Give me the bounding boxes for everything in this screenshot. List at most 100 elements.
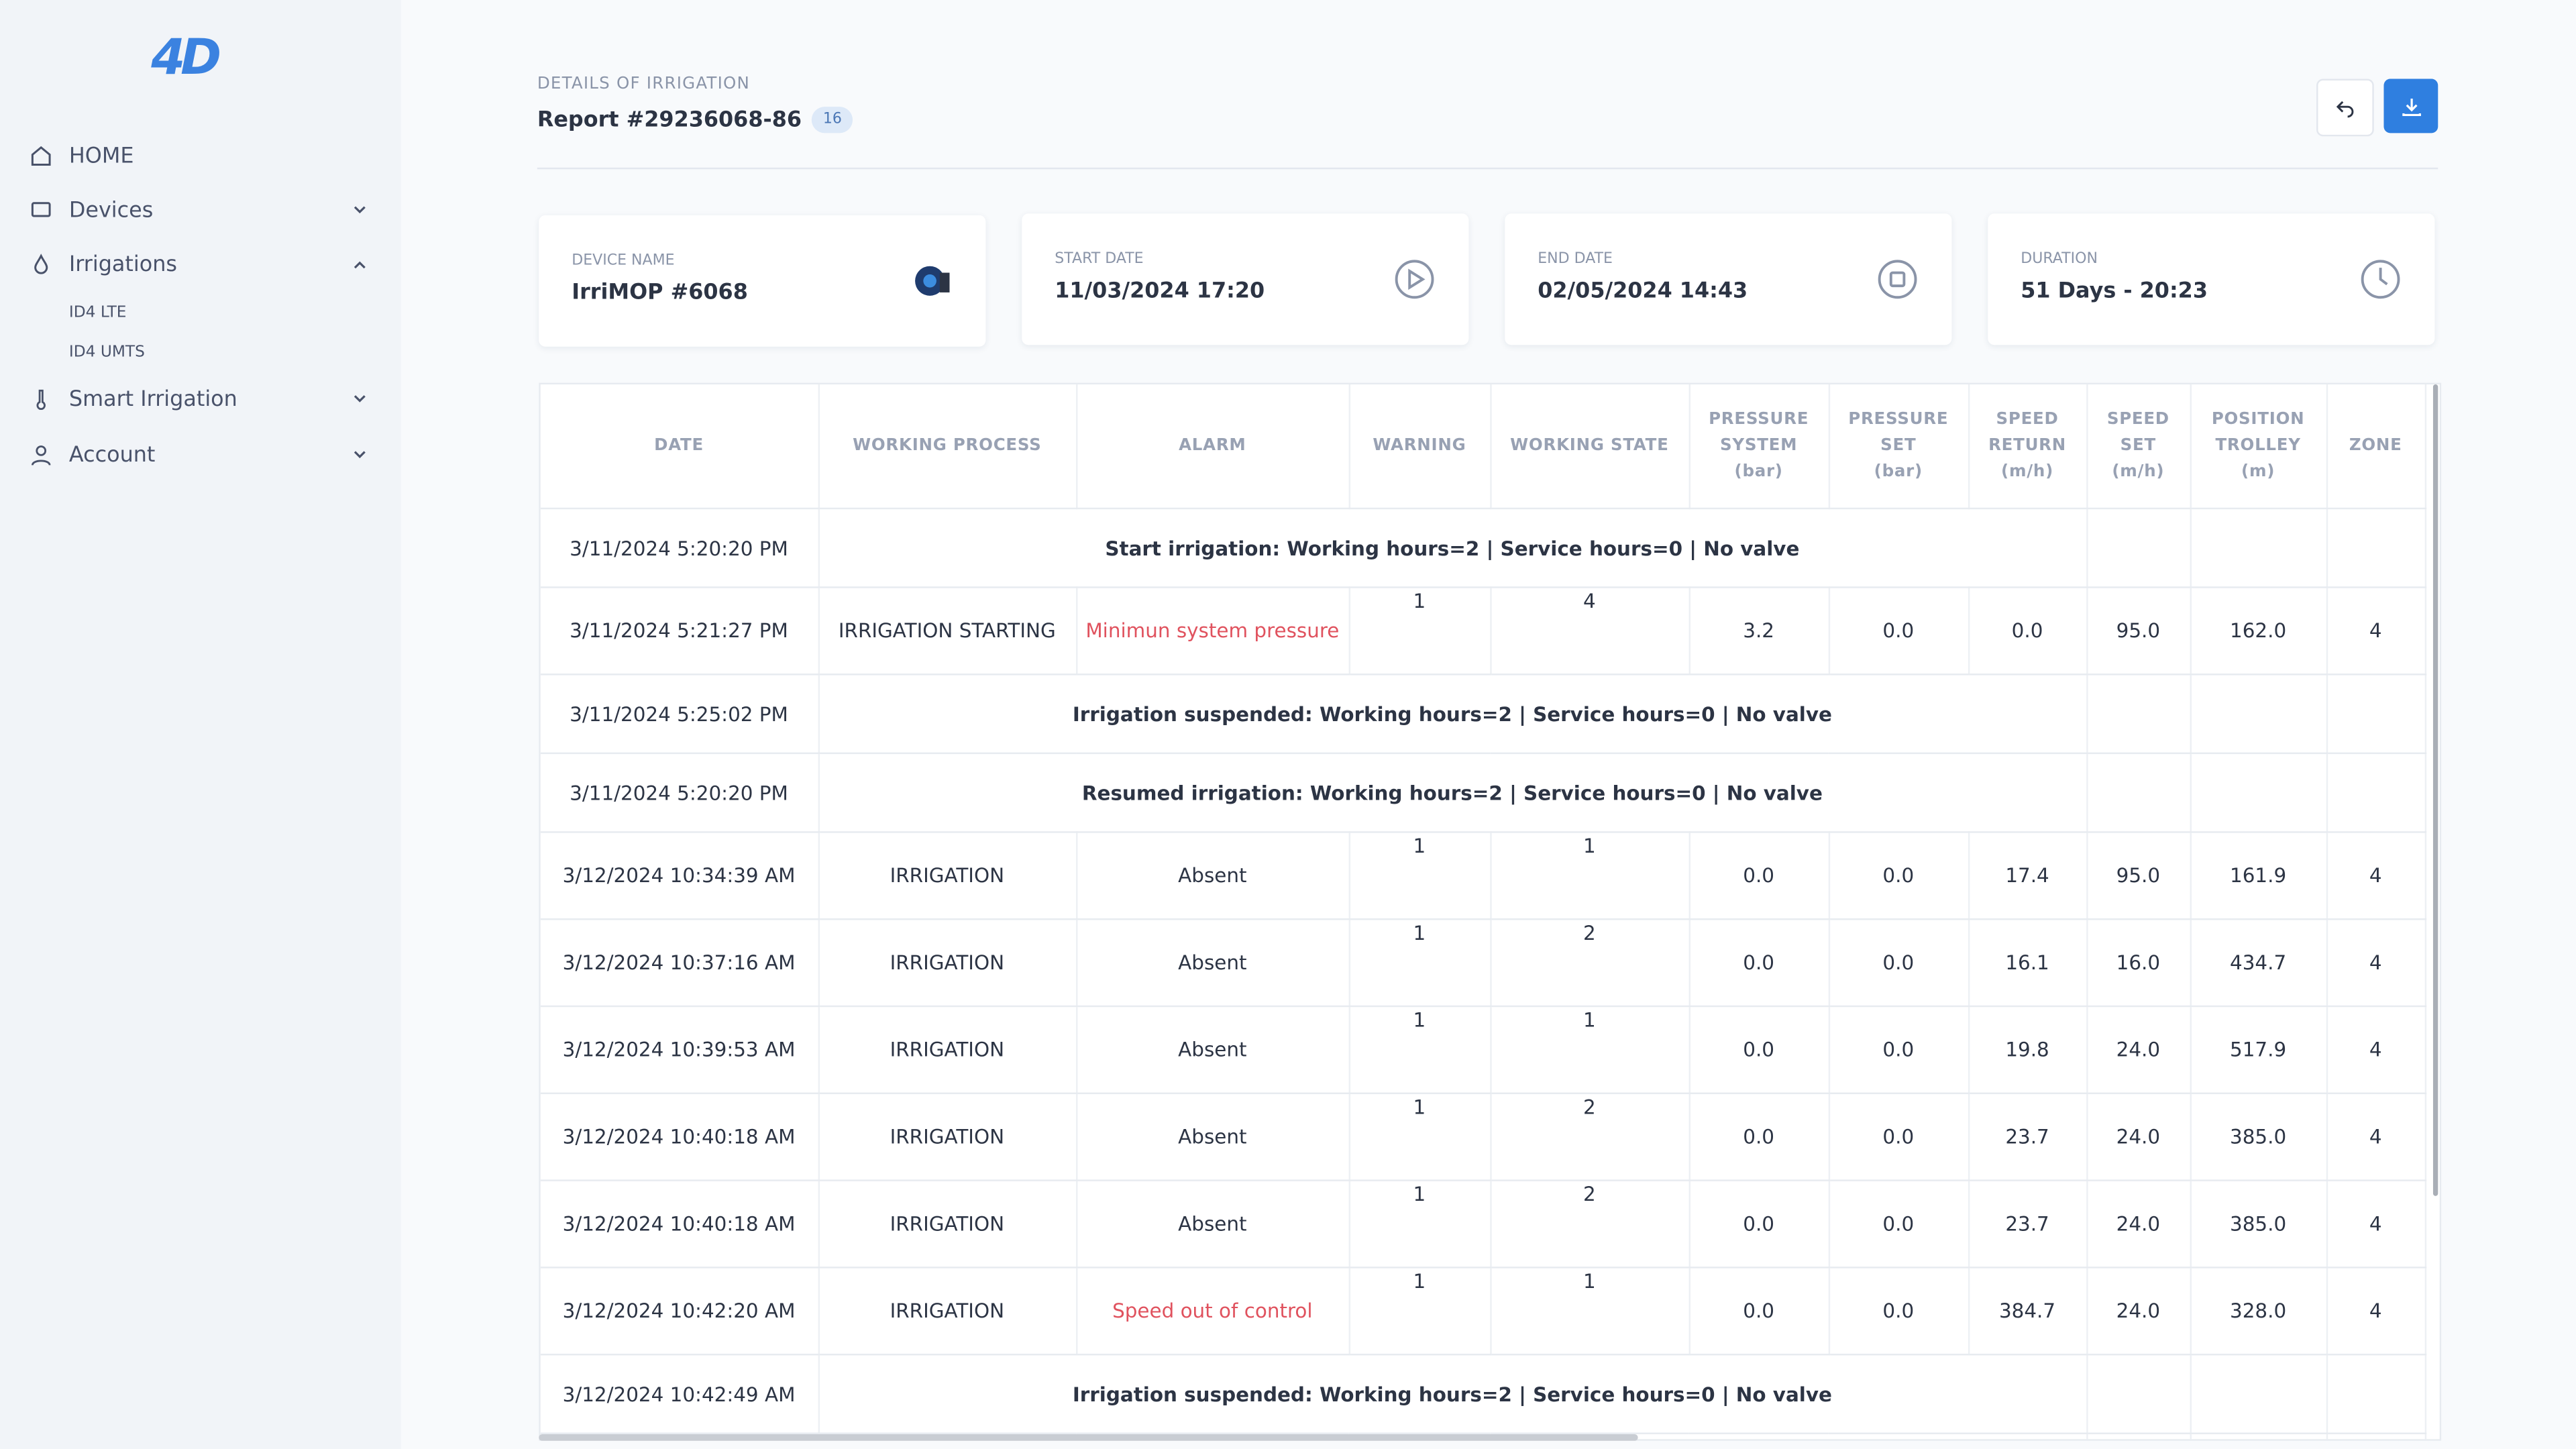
horizontal-scrollbar[interactable] xyxy=(539,1434,1638,1441)
nav-account[interactable]: Account xyxy=(30,435,368,475)
icon xyxy=(2361,260,2400,299)
event-row: 3/11/2024 5:20:20 PM Start irrigation: Wo… xyxy=(540,508,2426,588)
icon xyxy=(31,445,51,466)
chevron xyxy=(354,395,366,402)
column-header: WARNING xyxy=(1348,384,1491,510)
nav-home[interactable]: HOME xyxy=(30,136,368,176)
icon xyxy=(31,146,51,166)
value-cell: 2 xyxy=(1490,1093,1690,1181)
alarm-cell: Absent xyxy=(1076,919,1350,1008)
value-cell: 0.0 xyxy=(1968,587,2088,676)
nav-sub[interactable]: ID4 UMTS xyxy=(68,343,145,362)
empty-cell xyxy=(2086,1433,2191,1440)
icon xyxy=(36,389,46,411)
header-line: SYSTEM xyxy=(1720,436,1798,455)
value-cell: 0.0 xyxy=(1688,1267,1829,1356)
nav-label: Devices xyxy=(68,198,154,223)
value-cell: 0.0 xyxy=(1828,587,1970,676)
value-cell: 1 xyxy=(1490,1267,1690,1356)
nav-label: Smart Irrigation xyxy=(68,386,237,412)
value-cell: 24.0 xyxy=(2086,1180,2191,1269)
sidebar: 4D HOME Devices Irrigations ID4 LTE ID4 … xyxy=(0,0,401,1449)
value-cell: 0.0 xyxy=(1828,919,1970,1008)
value-cell: 517.9 xyxy=(2190,1006,2327,1095)
value-cell: 16.1 xyxy=(1968,919,2088,1008)
value-cell: 4 xyxy=(2326,1267,2426,1356)
chevron xyxy=(354,451,366,459)
main: DETAILS OF IRRIGATION Report #29236068-8… xyxy=(401,0,2576,1449)
date-cell: 3/12/2024 10:40:18 AM xyxy=(540,1093,819,1181)
icon xyxy=(34,254,48,274)
value-cell: 1 xyxy=(1348,1180,1491,1269)
column-header: ALARM xyxy=(1076,384,1350,510)
empty-cell xyxy=(2190,674,2327,755)
alarm-cell: Minimun system pressure xyxy=(1076,587,1350,676)
table: DATE WORKING PROCESS ALARM WARNING WORKING S… xyxy=(540,384,2426,1440)
nav-devices[interactable]: Devices xyxy=(30,191,368,230)
column-header: WORKING STATE xyxy=(1490,384,1690,510)
icon xyxy=(1878,260,1917,299)
table-wrap: DATE WORKING PROCESS ALARM WARNING WORKING S… xyxy=(539,382,2442,1441)
data-row: 3/12/2024 10:40:18 AM IRRIGATION Absent 1 2 0… xyxy=(540,1093,2426,1181)
value-cell: 385.0 xyxy=(2190,1180,2327,1269)
device-icon xyxy=(915,266,950,296)
nav-irrigations[interactable]: Irrigations xyxy=(30,245,368,284)
card-value: 51 Days - 20:23 xyxy=(2021,279,2208,305)
card-value: 02/05/2024 14:43 xyxy=(1538,279,1748,305)
alarm-cell: Absent xyxy=(1076,1180,1350,1269)
value-cell: IRRIGATION xyxy=(818,1093,1077,1181)
event-row: 3/12/2024 10:42:49 AM Irrigation suspende… xyxy=(540,1354,2426,1434)
header-line: SET xyxy=(2120,436,2156,455)
header-line: ALARM xyxy=(1179,436,1246,455)
value-cell: 16.0 xyxy=(2086,919,2191,1008)
info-card: END DATE 02/05/2024 14:43 xyxy=(1505,213,1952,345)
date-cell: 3/12/2024 10:40:18 AM xyxy=(540,1180,819,1269)
card-value: 11/03/2024 17:20 xyxy=(1055,279,1265,305)
value-cell: 161.9 xyxy=(2190,832,2327,920)
nav-sub[interactable]: ID4 LTE xyxy=(68,304,127,323)
kicker: DETAILS OF IRRIGATION xyxy=(537,75,751,94)
header-line: (bar) xyxy=(1874,462,1923,481)
value-cell: 4 xyxy=(2326,1093,2426,1181)
message-cell: Irrigation suspended: Working hours=2 | … xyxy=(818,674,2088,755)
back-button[interactable] xyxy=(2316,78,2374,137)
message-cell: Irrigation suspended: Working hours=2 | … xyxy=(818,1354,2088,1434)
value-cell: 1 xyxy=(1348,919,1491,1008)
column-header: WORKING PROCESS xyxy=(818,384,1077,510)
logo[interactable]: 4D xyxy=(151,30,221,87)
value-cell: 0.0 xyxy=(1828,1093,1970,1181)
header-line: (bar) xyxy=(1734,462,1783,481)
date-cell: 3/11/2024 5:25:02 PM xyxy=(540,674,819,755)
date-cell: 3/11/2024 5:20:20 PM xyxy=(540,508,819,588)
value-cell: 0.0 xyxy=(1828,1006,1970,1095)
value-cell: 19.8 xyxy=(1968,1006,2088,1095)
nav-label: HOME xyxy=(68,144,134,169)
value-cell: 0.0 xyxy=(1688,1180,1829,1269)
value-cell: 4 xyxy=(2326,1006,2426,1095)
value-cell: 3.2 xyxy=(1688,587,1829,676)
header-line: WARNING xyxy=(1373,436,1466,455)
value-cell: 0.0 xyxy=(1828,1267,1970,1356)
download-button[interactable] xyxy=(2383,78,2438,133)
value-cell: 95.0 xyxy=(2086,832,2191,920)
chevron xyxy=(354,261,366,269)
alarm-cell: Absent xyxy=(1076,1093,1350,1181)
value-cell: IRRIGATION STARTING xyxy=(818,587,1077,676)
column-header: ZONE xyxy=(2326,384,2426,510)
value-cell: 2 xyxy=(1490,919,1690,1008)
empty-cell xyxy=(2326,1433,2426,1440)
value-cell: 434.7 xyxy=(2190,919,2327,1008)
value-cell: 24.0 xyxy=(2086,1006,2191,1095)
nav-smart[interactable]: Smart Irrigation xyxy=(30,380,368,419)
header-line: SET xyxy=(1880,436,1917,455)
icon xyxy=(2402,97,2420,115)
icon xyxy=(1395,260,1434,299)
icon xyxy=(31,202,51,217)
data-row: 3/12/2024 10:40:18 AM IRRIGATION Absent 1 2 0… xyxy=(540,1180,2426,1269)
header-line: SPEED xyxy=(2106,410,2169,428)
vertical-scrollbar[interactable] xyxy=(2432,384,2438,1196)
empty-cell xyxy=(2326,508,2426,588)
title-text: Report #29236068-86 xyxy=(537,107,802,133)
date-cell: 3/12/2024 10:37:16 AM xyxy=(540,919,819,1008)
